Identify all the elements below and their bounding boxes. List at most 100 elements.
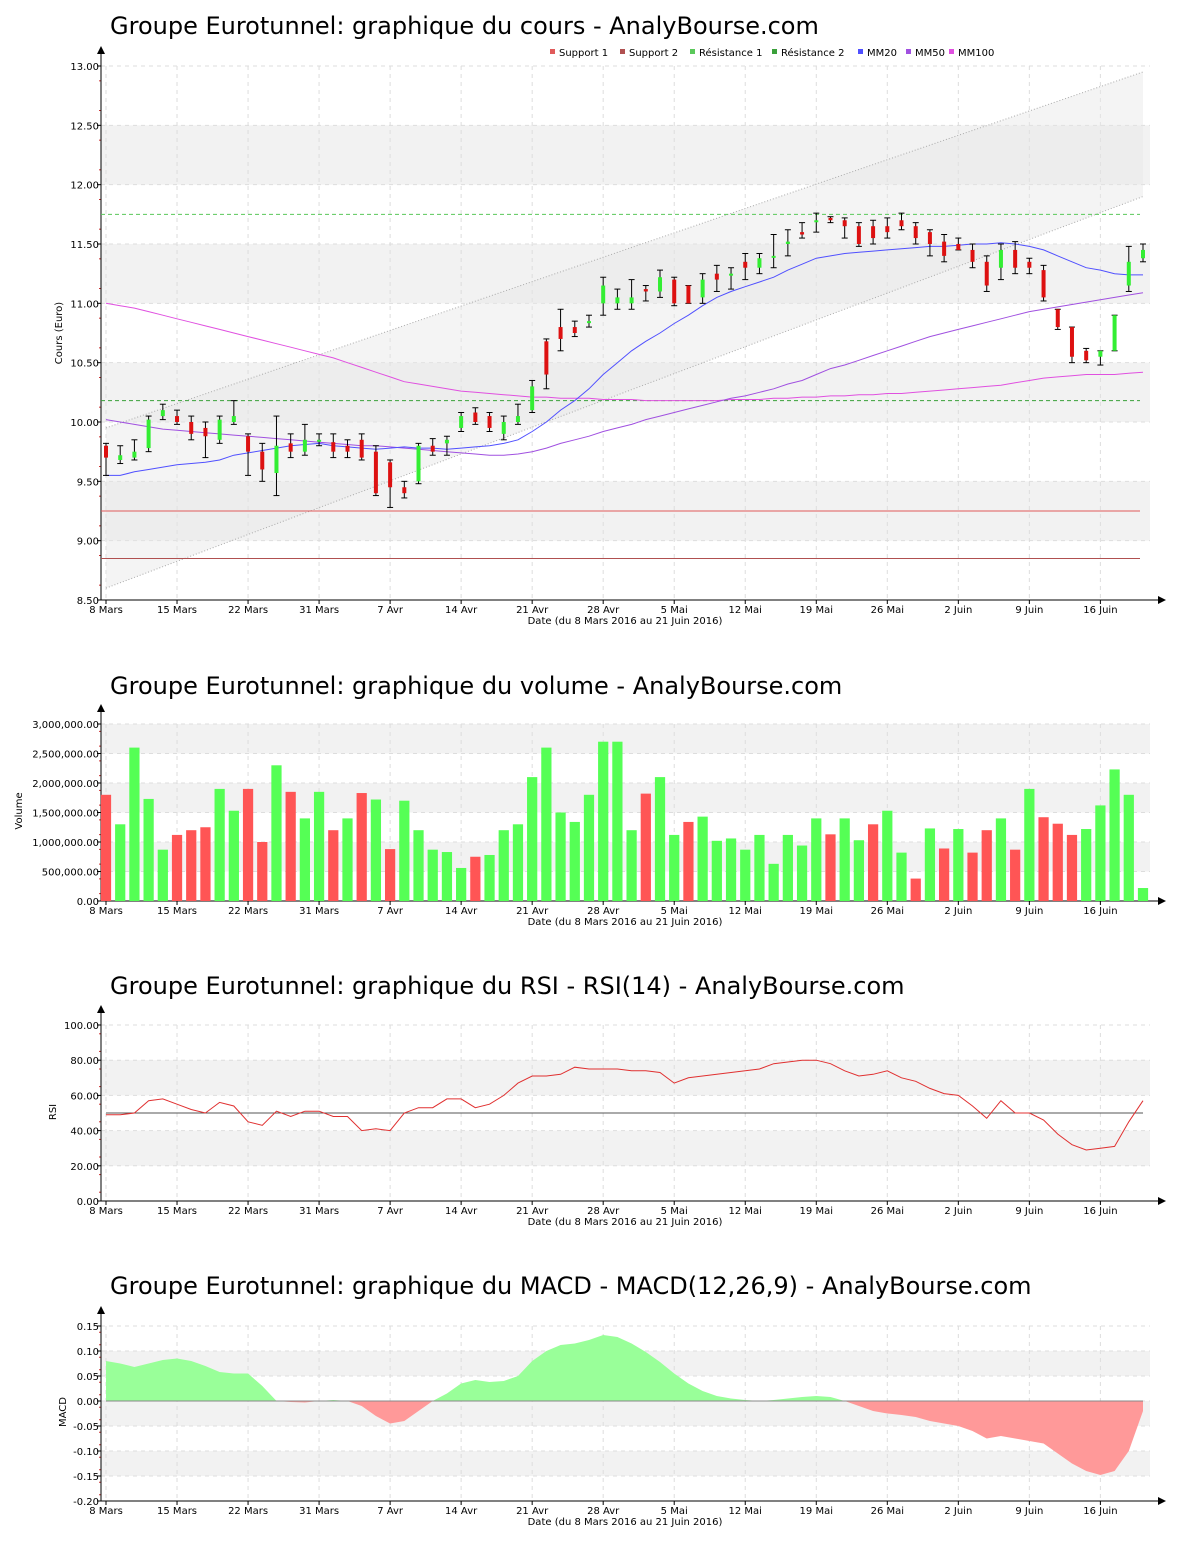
- candle: [941, 234, 948, 263]
- candle: [301, 423, 308, 456]
- candle: [841, 217, 848, 239]
- candle: [713, 264, 720, 292]
- rsi-xtick-label: 19 Mai: [800, 1206, 833, 1217]
- volume-xtick-label: 2 Juin: [944, 906, 972, 917]
- volume-bar: [1024, 788, 1035, 901]
- candle-body: [430, 445, 435, 452]
- candle: [230, 400, 237, 425]
- candle: [202, 421, 209, 459]
- volume-yaxis-arrow: [97, 704, 105, 712]
- candle: [955, 237, 962, 251]
- candle: [657, 269, 664, 298]
- volume-xtick-label: 26 Mai: [871, 906, 904, 917]
- price-xtick-label: 5 Mai: [661, 605, 688, 616]
- volume-ytick-label: 0.00: [77, 897, 99, 908]
- volume-bar: [200, 827, 211, 901]
- price-ytick-label: 9.50: [77, 477, 99, 488]
- price-grid-band: [101, 125, 1150, 185]
- candle-body: [544, 341, 549, 375]
- price-xtick-label: 26 Mai: [871, 605, 904, 616]
- rsi-ytick-label: 40.00: [70, 1127, 99, 1138]
- candle-body: [217, 419, 222, 440]
- volume-bar: [583, 794, 595, 901]
- candle-body: [743, 261, 748, 268]
- volume-bar: [157, 849, 168, 901]
- price-ytick-label: 13.00: [70, 62, 99, 73]
- candle-body: [1112, 315, 1117, 351]
- price-xtick-label: 31 Mars: [299, 605, 339, 616]
- candle: [614, 288, 621, 310]
- macd-ytick-label: 0.00: [77, 1397, 99, 1408]
- candle-body: [1098, 350, 1103, 357]
- candle-body: [501, 422, 506, 434]
- legend-swatch: [949, 49, 954, 54]
- legend-swatch: [550, 49, 555, 54]
- candle: [259, 442, 266, 482]
- macd-ytick-label: 0.10: [77, 1347, 99, 1358]
- rsi-grid-band: [101, 1130, 1150, 1166]
- volume-chart-title: Groupe Eurotunnel: graphique du volume -…: [110, 672, 842, 700]
- volume-bar: [441, 852, 453, 901]
- candle-body: [146, 419, 151, 449]
- volume-bar: [939, 848, 950, 901]
- volume-grid-band: [101, 783, 1150, 813]
- candle-body: [956, 244, 961, 250]
- legend-label: Support 1: [559, 48, 608, 59]
- candle: [813, 212, 820, 233]
- price-xtick-label: 21 Avr: [516, 605, 549, 616]
- candle: [529, 379, 536, 414]
- macd-xtick-label: 5 Mai: [661, 1506, 688, 1517]
- candle-body: [1069, 327, 1074, 357]
- volume-bar: [498, 830, 509, 901]
- candle: [628, 279, 635, 310]
- price-xtick-label: 2 Juin: [944, 605, 972, 616]
- macd-xtick-label: 2 Juin: [944, 1506, 972, 1517]
- rsi-xaxis-arrow: [1158, 1197, 1166, 1205]
- candle-body: [686, 285, 691, 304]
- volume-bar: [1081, 829, 1092, 901]
- macd-xtick-label: 8 Mars: [89, 1506, 123, 1517]
- price-ytick-label: 9.00: [77, 537, 99, 548]
- candle-body: [984, 261, 989, 286]
- volume-bar: [1066, 834, 1078, 901]
- candle: [884, 217, 891, 239]
- volume-chart-xlabel: Date (du 8 Mars 2016 au 21 Juin 2016): [528, 917, 723, 928]
- rsi-xtick-label: 7 Avr: [377, 1206, 404, 1217]
- candle: [245, 433, 252, 476]
- candle: [1140, 243, 1146, 263]
- candle: [642, 285, 649, 302]
- candle-body: [643, 289, 648, 292]
- candle: [344, 439, 351, 459]
- volume-bar: [171, 834, 183, 901]
- volume-bar: [867, 824, 879, 901]
- volume-xtick-label: 15 Mars: [157, 906, 197, 917]
- candle: [1068, 326, 1075, 364]
- volume-bar: [853, 840, 865, 901]
- volume-bar: [399, 800, 410, 901]
- volume-bar: [413, 830, 424, 901]
- volume-bar: [1052, 823, 1063, 901]
- legend-label: Support 2: [629, 48, 678, 59]
- candle-body: [359, 439, 364, 458]
- candle-body: [672, 279, 677, 304]
- volume-bar: [654, 777, 666, 901]
- macd-yaxis-arrow: [97, 1306, 105, 1314]
- candle-body: [345, 445, 350, 452]
- volume-bar: [313, 791, 325, 901]
- candle: [330, 433, 337, 459]
- rsi-grid-band: [101, 1060, 1150, 1096]
- volume-xtick-label: 7 Avr: [377, 906, 404, 917]
- candle: [557, 308, 564, 352]
- price-ytick-label: 10.50: [70, 359, 99, 370]
- rsi-chart-ylabel: RSI: [48, 1104, 59, 1120]
- candle: [415, 442, 422, 485]
- candle-body: [288, 443, 293, 452]
- rsi-line: [106, 1059, 1144, 1151]
- macd-xtick-label: 26 Mai: [871, 1506, 904, 1517]
- candle: [1054, 308, 1061, 330]
- macd-xtick-label: 15 Mars: [157, 1506, 197, 1517]
- price-ytick-label: 8.50: [77, 596, 99, 607]
- volume-bar: [512, 824, 524, 901]
- candle-body: [842, 220, 847, 227]
- legend-swatch: [772, 49, 777, 54]
